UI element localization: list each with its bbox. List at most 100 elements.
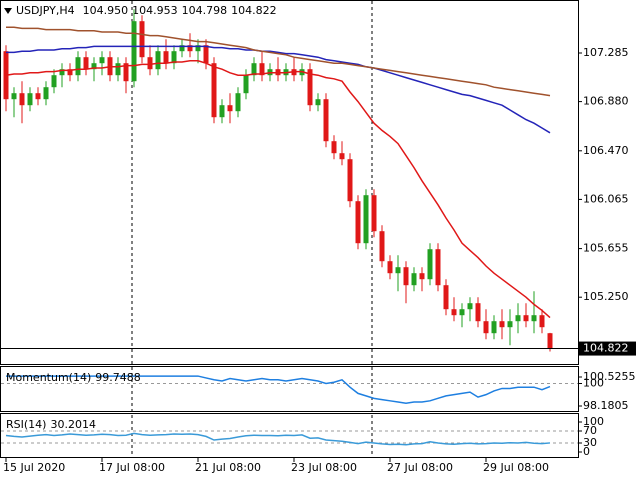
candle-body <box>459 309 465 316</box>
y-tick-label: 98.1805 <box>583 399 629 412</box>
moving-average <box>6 45 551 134</box>
ohlc-label: 104.953 <box>132 4 178 17</box>
candle-body <box>227 105 233 112</box>
main-panel <box>0 0 579 365</box>
y-tick-label: 70 <box>583 424 597 437</box>
indicator-title: Momentum(14) 99.7488 <box>6 371 141 384</box>
candle-body <box>27 93 33 106</box>
moving-average <box>6 26 551 97</box>
candle-body <box>235 93 241 112</box>
y-tick-label: 105.655 <box>583 242 629 255</box>
candle-body <box>507 321 513 328</box>
candle-body <box>139 21 145 58</box>
ohlc-label: 104.950 <box>83 4 129 17</box>
candle-body <box>523 315 529 322</box>
y-tick-label: 107.285 <box>583 46 629 59</box>
candle-body <box>219 105 225 118</box>
x-tick-label: 17 Jul 08:00 <box>99 461 165 474</box>
candle-body <box>155 51 161 70</box>
candle-body <box>67 69 73 76</box>
candle-body <box>35 93 41 100</box>
candle-body <box>491 321 497 334</box>
candle-body <box>99 57 105 64</box>
indicator-value: 99.7488 <box>95 371 141 384</box>
candle-body <box>451 309 457 316</box>
candle-body <box>483 321 489 334</box>
indicator-name: RSI(14) <box>6 418 46 431</box>
candle-body <box>195 45 201 52</box>
candle-body <box>467 303 473 310</box>
candle-body <box>307 69 313 106</box>
candle-body <box>11 93 17 100</box>
candle-body <box>171 51 177 64</box>
ohlc-label: 104.798 <box>182 4 228 17</box>
candle-body <box>403 267 409 286</box>
x-tick-label: 15 Jul 2020 <box>3 461 65 474</box>
y-tick-label: 106.880 <box>583 95 629 108</box>
y-tick-label: 100 <box>583 376 604 389</box>
candle-body <box>419 273 425 280</box>
candle-body <box>371 195 377 232</box>
candle-body <box>59 69 65 76</box>
candle-body <box>515 315 521 322</box>
chart-header: USDJPY,H4 104.950 104.953 104.798 104.822 <box>16 4 277 17</box>
current-price-label: 104.822 <box>583 342 629 355</box>
y-tick-label: 0 <box>583 445 590 458</box>
candle-body <box>339 153 345 160</box>
y-tick-label: 100 <box>583 415 604 428</box>
candle-body <box>539 315 545 328</box>
y-tick-label: 30 <box>583 436 597 449</box>
candle-body <box>115 63 121 76</box>
x-tick-label: 23 Jul 08:00 <box>291 461 357 474</box>
candle-body <box>51 75 57 88</box>
candle-body <box>475 303 481 322</box>
candle-body <box>387 261 393 274</box>
candle-body <box>19 93 25 106</box>
candle-body <box>187 45 193 52</box>
moving-average <box>5 60 551 319</box>
candle-body <box>331 141 337 154</box>
indicator-value: 30.2014 <box>50 418 96 431</box>
candle-body <box>43 87 49 100</box>
candle-body <box>547 333 553 349</box>
candle-body <box>411 273 417 286</box>
y-tick-label: 106.065 <box>583 192 629 205</box>
momentum-panel <box>0 366 579 412</box>
y-tick-label: 106.470 <box>583 144 629 157</box>
candle-body <box>243 75 249 94</box>
x-tick-label: 27 Jul 08:00 <box>387 461 453 474</box>
candle-body <box>531 315 537 322</box>
candle-body <box>83 57 89 70</box>
x-tick-label: 29 Jul 08:00 <box>483 461 549 474</box>
candle-body <box>395 267 401 274</box>
candle-body <box>147 57 153 70</box>
candle-body <box>323 99 329 142</box>
candle-body <box>131 21 137 82</box>
candle-body <box>427 249 433 280</box>
indicator-name: Momentum(14) <box>6 371 91 384</box>
candle-body <box>499 321 505 328</box>
indicator-title: RSI(14) 30.2014 <box>6 418 96 431</box>
candle-body <box>379 231 385 262</box>
x-tick-label: 21 Jul 08:00 <box>195 461 261 474</box>
candle-body <box>203 45 209 64</box>
current-price-box <box>578 341 636 356</box>
candle-body <box>91 63 97 70</box>
ohlc-label: 104.822 <box>231 4 277 17</box>
indicator-line <box>5 432 551 446</box>
symbol: USDJPY,H4 <box>16 4 75 17</box>
candle-body <box>75 57 81 76</box>
candle-body <box>443 285 449 310</box>
candle-body <box>347 159 353 202</box>
candle-body <box>355 201 361 244</box>
y-tick-label: 105.250 <box>583 290 629 303</box>
menu-icon[interactable] <box>4 8 12 14</box>
candle-body <box>251 63 257 76</box>
candle-body <box>211 63 217 118</box>
candle-body <box>363 195 369 244</box>
candle-body <box>163 51 169 64</box>
candle-body <box>259 63 265 76</box>
candle-body <box>315 99 321 106</box>
